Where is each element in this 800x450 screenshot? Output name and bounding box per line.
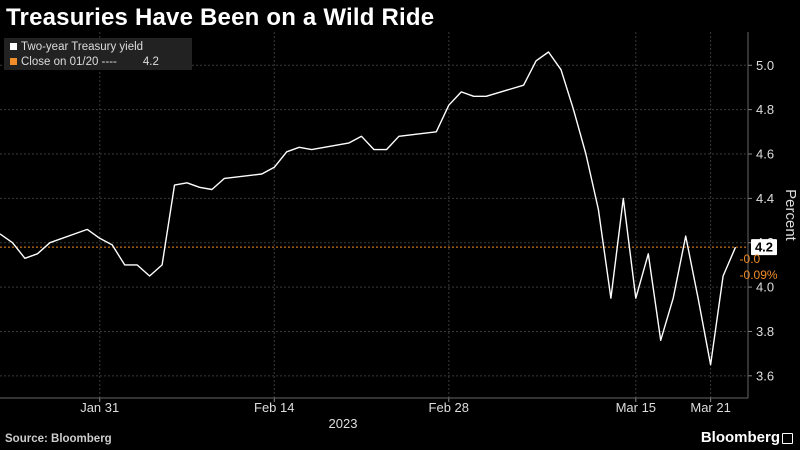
legend-swatch-orange — [10, 58, 17, 65]
legend-item-close: Close on 01/20 ---- 4.2 — [10, 56, 159, 68]
legend-item-series: Two-year Treasury yield — [10, 41, 143, 53]
last-value-box — [751, 239, 777, 256]
x-axis: Jan 31 Feb 14 Feb 28 Mar 15 Mar 21 — [0, 397, 748, 415]
x-tick-label: Mar 15 — [616, 400, 656, 415]
last-value-label: 4.2 — [751, 239, 777, 256]
series-line — [0, 51, 737, 366]
y-tick-label: 4.0 — [756, 280, 774, 295]
legend-swatch-white — [10, 43, 17, 50]
y-axis-label: Percent — [782, 189, 799, 242]
x-tick-label: Jan 31 — [80, 400, 119, 415]
x-tick-label: Mar 21 — [690, 400, 730, 415]
year-label: 2023 — [329, 416, 358, 431]
y-tick-label: 4.8 — [756, 102, 774, 117]
y-tick-label: 3.6 — [756, 368, 774, 383]
legend-close-value: 4.2 — [142, 56, 159, 68]
x-tick-label: Feb 14 — [254, 400, 294, 415]
gridlines — [0, 32, 748, 398]
x-tick-label: Feb 28 — [429, 400, 469, 415]
last-value-text: 4.2 — [755, 240, 773, 255]
brand-logo: Bloomberg — [700, 429, 780, 446]
y-axis: 3.6 3.8 4.0 4.2 4.4 4.6 4.8 5.0 — [747, 32, 774, 398]
source-note: Source: Bloomberg — [5, 433, 112, 445]
y-tick-label: 5.0 — [756, 58, 774, 73]
y-tick-label: 4.4 — [756, 191, 774, 206]
change-label: -0.0 — [740, 252, 761, 266]
chart-title: Treasuries Have Been on a Wild Ride — [6, 4, 435, 31]
y-tick-label: 4.6 — [756, 147, 774, 162]
y-tick-label: 3.8 — [756, 324, 774, 339]
legend: Two-year Treasury yield Close on 01/20 -… — [4, 38, 192, 70]
legend-series-label: Two-year Treasury yield — [21, 41, 144, 53]
brand-mark-icon — [782, 433, 793, 444]
legend-close-label: Close on 01/20 ---- — [21, 56, 117, 68]
change-percent-label: -0.09% — [740, 268, 778, 282]
